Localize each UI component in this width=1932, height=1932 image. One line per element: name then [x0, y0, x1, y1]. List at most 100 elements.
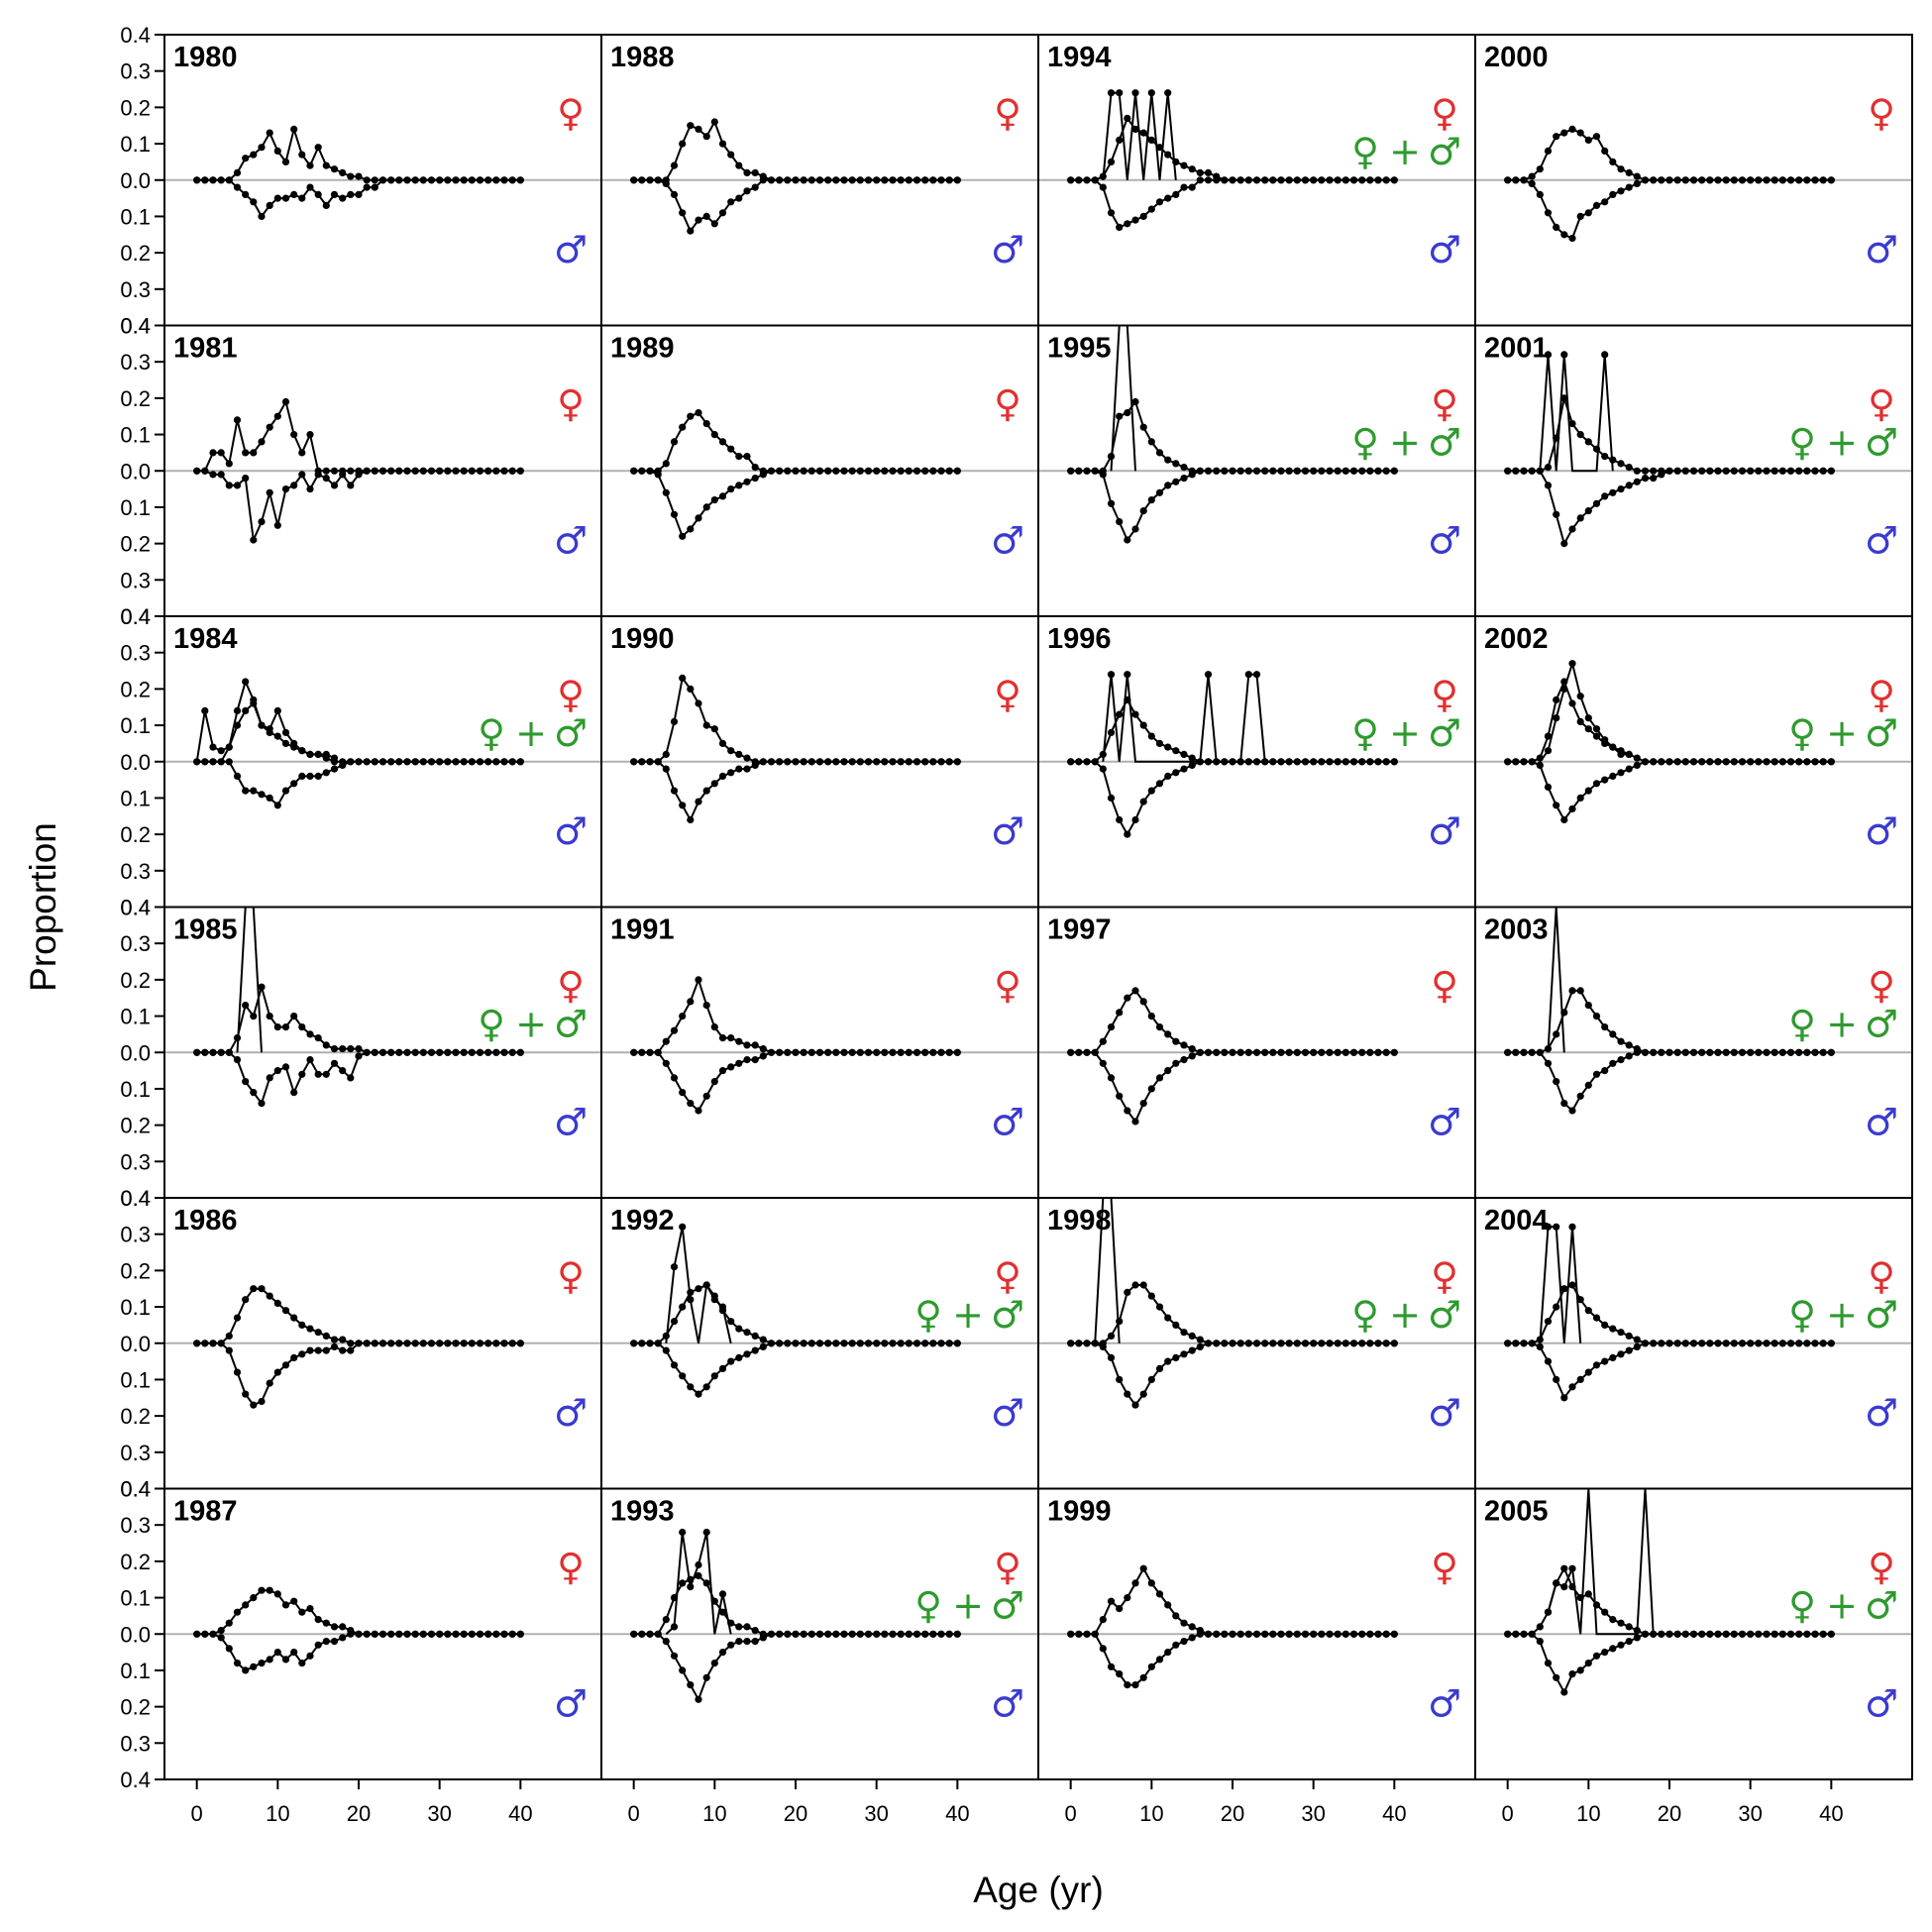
male-point	[378, 1048, 387, 1056]
female-point	[702, 420, 710, 428]
male-point	[1269, 1630, 1277, 1638]
male-point	[1827, 176, 1835, 184]
male-point	[492, 1340, 500, 1347]
male-point	[654, 1340, 662, 1347]
male-point	[1747, 176, 1755, 184]
female-symbol-icon: ♀	[994, 673, 1021, 716]
male-point	[710, 220, 718, 228]
male-point	[1771, 176, 1778, 184]
female-point	[355, 1045, 363, 1053]
y-tick-label: 0.2	[120, 241, 151, 266]
female-point	[363, 176, 371, 184]
male-point	[1382, 467, 1390, 475]
panel-1987: 1987♀♂	[163, 1487, 602, 1780]
male-point	[266, 1074, 273, 1082]
male-point	[306, 772, 314, 781]
male-point	[1091, 1630, 1099, 1638]
combined-female-symbol-icon: ♀	[1351, 130, 1379, 173]
female-point	[339, 1045, 347, 1053]
male-point	[679, 1372, 687, 1380]
male-point	[363, 467, 371, 475]
male-point	[1261, 1630, 1269, 1638]
male-symbol-icon: ♂	[1865, 809, 1898, 853]
male-point	[695, 1695, 702, 1703]
female-point	[702, 1579, 710, 1587]
male-point	[848, 1630, 856, 1638]
female-symbol-icon: ♀	[994, 1546, 1021, 1589]
male-point	[630, 1630, 638, 1638]
male-point	[1124, 536, 1131, 544]
male-point	[1560, 1688, 1568, 1696]
male-point	[193, 1340, 201, 1347]
male-point	[266, 1379, 273, 1387]
male-point	[848, 467, 856, 475]
female-point	[695, 1571, 702, 1580]
male-point	[1722, 1630, 1730, 1638]
male-line	[196, 1051, 521, 1106]
female-line	[633, 1283, 958, 1344]
male-point	[500, 176, 508, 184]
female-symbol-icon: ♀	[1431, 1546, 1458, 1589]
male-point	[476, 176, 484, 184]
male-point	[273, 1368, 281, 1376]
male-point	[776, 467, 784, 475]
female-point	[1584, 136, 1592, 144]
combined-male-symbol-icon: ♂	[1428, 711, 1461, 755]
male-point	[1747, 1340, 1755, 1347]
panel-year-label: 1985	[173, 914, 238, 946]
male-point	[1221, 1048, 1229, 1056]
male-point	[1553, 1375, 1560, 1383]
female-point	[266, 1292, 273, 1300]
y-tick-label: 0.3	[120, 277, 151, 302]
combined-line	[1102, 91, 1177, 180]
panel-year-label: 1999	[1047, 1496, 1112, 1528]
combined-male-symbol-icon: ♂	[1865, 1003, 1898, 1046]
female-point	[1609, 1030, 1617, 1038]
female-point	[233, 416, 242, 424]
male-point	[1786, 1630, 1795, 1638]
female-point	[1576, 987, 1584, 995]
female-point	[266, 129, 273, 137]
male-point	[1310, 1340, 1318, 1347]
x-axis-label: Age (yr)	[973, 1870, 1104, 1910]
y-tick-label: 0.2	[120, 532, 151, 557]
male-point	[912, 176, 921, 184]
male-point	[1342, 1340, 1349, 1347]
male-point	[687, 1383, 695, 1391]
male-point	[436, 1340, 444, 1347]
combined-female-symbol-icon: ♀	[1788, 1003, 1816, 1046]
male-point	[1601, 1649, 1609, 1657]
male-point	[387, 467, 395, 475]
female-point	[330, 165, 339, 173]
male-point	[710, 1372, 718, 1380]
male-point	[1075, 758, 1083, 766]
female-point	[242, 1601, 250, 1609]
combined-plus-symbol-icon: +	[515, 1003, 547, 1046]
male-point	[1650, 475, 1658, 483]
male-point	[1512, 176, 1520, 184]
y-tick-label: 0.2	[120, 95, 151, 120]
male-point	[290, 190, 298, 198]
female-point	[298, 449, 306, 457]
y-tick-label: 0.1	[120, 495, 151, 520]
female-point	[314, 1329, 322, 1337]
male-point	[881, 1048, 889, 1056]
female-point	[1553, 133, 1560, 141]
male-point	[201, 1340, 209, 1347]
male-point	[1374, 758, 1382, 766]
combined-point	[298, 747, 306, 755]
female-point	[687, 412, 695, 420]
female-point	[1633, 754, 1641, 762]
male-point	[1609, 1059, 1617, 1067]
female-point	[258, 983, 266, 991]
male-point	[403, 467, 411, 475]
male-point	[1139, 1390, 1147, 1398]
combined-point	[670, 1263, 679, 1271]
male-point	[250, 1089, 258, 1097]
combined-plus-symbol-icon: +	[1826, 1003, 1858, 1046]
male-point	[1229, 1340, 1236, 1347]
female-point	[751, 1041, 759, 1049]
female-point	[1180, 1619, 1188, 1627]
male-point	[1763, 1340, 1771, 1347]
female-point	[339, 168, 347, 176]
